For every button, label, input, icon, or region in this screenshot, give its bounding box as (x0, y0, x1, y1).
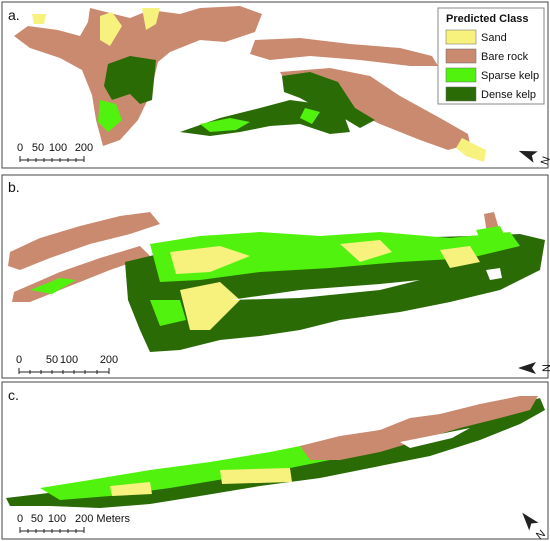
scale-line (19, 527, 85, 533)
scale-label: 200 Meters (75, 513, 131, 525)
scale-line (18, 368, 110, 374)
north-arrow: N (518, 362, 550, 374)
map-region (142, 8, 160, 30)
scale-bar: 0 50 100 200 (16, 354, 118, 374)
scale-label: 50 (31, 513, 43, 525)
scale-label: 50 (32, 142, 44, 154)
legend: Sand Bare rock Sparse kelp Dense kelp (445, 29, 539, 102)
map-region (170, 246, 250, 274)
legend-swatch (445, 48, 477, 64)
map-c (6, 396, 545, 508)
scale-label: 100 (49, 142, 67, 154)
map-region (30, 278, 76, 294)
scale-label: 100 (48, 513, 66, 525)
map-region (180, 282, 240, 330)
map-region (220, 468, 292, 484)
map-b (8, 212, 545, 352)
map-region (476, 226, 510, 252)
legend-title: Predicted Class (446, 13, 529, 25)
legend-label: Sparse kelp (481, 70, 539, 82)
map-region (32, 14, 46, 24)
map-region (104, 56, 156, 104)
map-region (200, 118, 250, 132)
map-gap (400, 428, 470, 448)
panel-label: b. (8, 179, 20, 195)
scale-bar: 0 50 100 200 (17, 142, 93, 162)
panel-label: c. (8, 387, 19, 403)
scale-label: 0 (16, 354, 22, 366)
map-region (98, 100, 122, 132)
north-arrow: N (518, 150, 550, 167)
scale-label: 100 (60, 354, 78, 366)
north-label: N (541, 364, 550, 372)
panel-label: a. (8, 7, 20, 23)
scale-label: 200 (75, 142, 93, 154)
map-region (250, 38, 438, 66)
north-label: N (539, 155, 550, 167)
map-region (100, 12, 122, 46)
map-region (282, 72, 375, 128)
map-region (440, 246, 480, 268)
map-region (300, 108, 320, 124)
map-a (14, 6, 486, 162)
map-region (340, 240, 392, 262)
scale-label: 50 (46, 354, 58, 366)
map-region (110, 482, 152, 496)
map-gap (230, 280, 420, 300)
map-region (300, 396, 538, 460)
legend-swatch (445, 67, 477, 83)
map-region (456, 138, 486, 162)
scale-label: 0 (17, 513, 23, 525)
map-gap (486, 268, 502, 280)
legend-label: Bare rock (481, 51, 529, 63)
map-region (150, 232, 520, 282)
scale-line (19, 156, 85, 162)
scale-label: 0 (17, 142, 23, 154)
legend-swatch (445, 86, 477, 102)
map-region (8, 212, 160, 270)
scale-label: 200 (100, 354, 118, 366)
map-region (150, 300, 186, 326)
legend-swatch (445, 29, 477, 45)
scale-bar: 0 50 100 200 Meters (17, 513, 131, 533)
legend-label: Sand (481, 32, 507, 44)
legend-label: Dense kelp (481, 89, 536, 101)
